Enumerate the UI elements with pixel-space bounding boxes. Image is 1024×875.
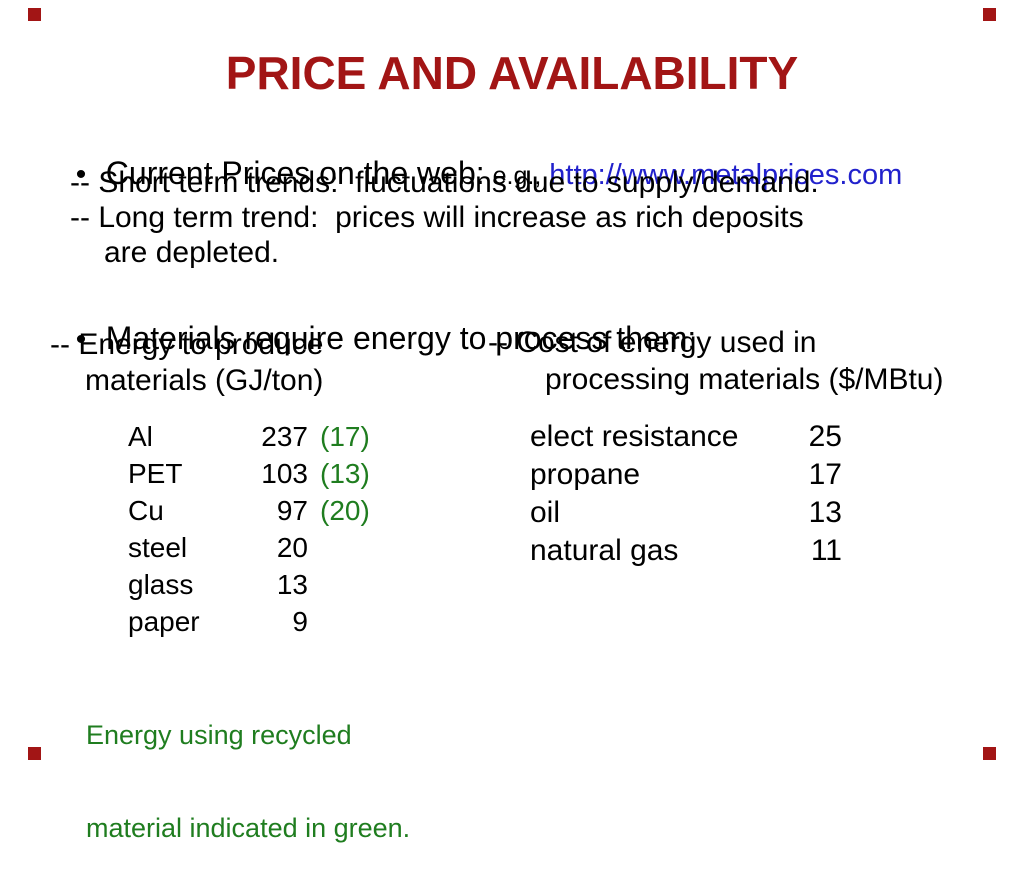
material-name: PET [128,458,183,489]
energy-value: 97 [276,495,308,526]
short-term-trends-line: -- Short term trends: fluctuations due t… [70,166,819,199]
cost-value: 25 [808,420,842,453]
bullet-current-prices: • Current Prices on the web: e.g., http://w… [58,118,902,192]
energy-value: 103 [261,458,308,489]
table-row: oil 13 [530,494,842,532]
table-row: glass 13 [128,566,370,603]
corner-marker-top-left [28,8,41,21]
recycled-note-line2: material indicated in green. [86,813,411,843]
table-row: Cu 97 (20) [128,492,370,529]
corner-marker-bottom-left [28,747,41,760]
table-row: propane 17 [530,456,842,494]
energy-source-name: propane [530,458,641,491]
long-term-trend-line: -- Long term trend: prices will increase… [70,201,804,234]
cost-table-heading-line2: processing materials ($/MBtu) [545,363,944,396]
table-row: paper 9 [128,603,370,640]
energy-table-heading-line2: materials (GJ/ton) [85,364,324,397]
energy-source-name: natural gas [530,534,679,567]
material-name: paper [128,606,200,637]
table-row: natural gas 11 [530,532,842,570]
table-row: Al 237 (17) [128,418,370,455]
material-name: Al [128,421,153,452]
recycled-note: Energy using recycled material indicated… [86,658,410,875]
energy-source-name: elect resistance [530,420,739,453]
recycled-energy-value: (17) [320,421,370,452]
cost-value: 11 [810,534,842,567]
material-name: Cu [128,495,164,526]
long-term-trend-continuation: are depleted. [104,236,280,269]
energy-value: 237 [261,421,308,452]
energy-value: 9 [292,606,308,637]
cost-value: 13 [808,496,842,529]
recycled-energy-value: (20) [320,495,370,526]
energy-value: 13 [276,569,308,600]
cost-value: 17 [808,458,842,491]
table-row: steel 20 [128,529,370,566]
table-row: PET 103 (13) [128,455,370,492]
energy-value: 20 [276,532,308,563]
material-name: glass [128,569,194,600]
materials-energy-text: Materials require energy to process them… [105,320,697,356]
bullet-icon: • [75,323,87,356]
recycled-note-line1: Energy using recycled [86,720,352,750]
material-name: steel [128,532,188,563]
slide-title: PRICE AND AVAILABILITY [225,47,799,99]
bullet-icon: • [75,158,87,191]
cost-table: elect resistance 25 propane 17 oil 13 natur… [530,418,842,570]
energy-source-name: oil [530,496,561,529]
corner-marker-top-right [983,8,996,21]
eg-text: e.g., [492,162,542,190]
energy-table-heading-line1: -- Energy to produce [50,328,324,361]
corner-marker-bottom-right [983,747,996,760]
metalprices-link[interactable]: http://www.metalprices.com [549,159,903,191]
recycled-energy-value: (13) [320,458,370,489]
table-row: elect resistance 25 [530,418,842,456]
cost-table-heading-line1: -- Cost of energy used in [488,326,817,359]
bullet-materials-energy: • Materials require energy to process the… [58,283,696,357]
current-prices-text: Current Prices on the web: [105,155,485,191]
energy-table: Al 237 (17) PET 103 (13) Cu 97 (20) steel 20 gl… [128,418,370,640]
